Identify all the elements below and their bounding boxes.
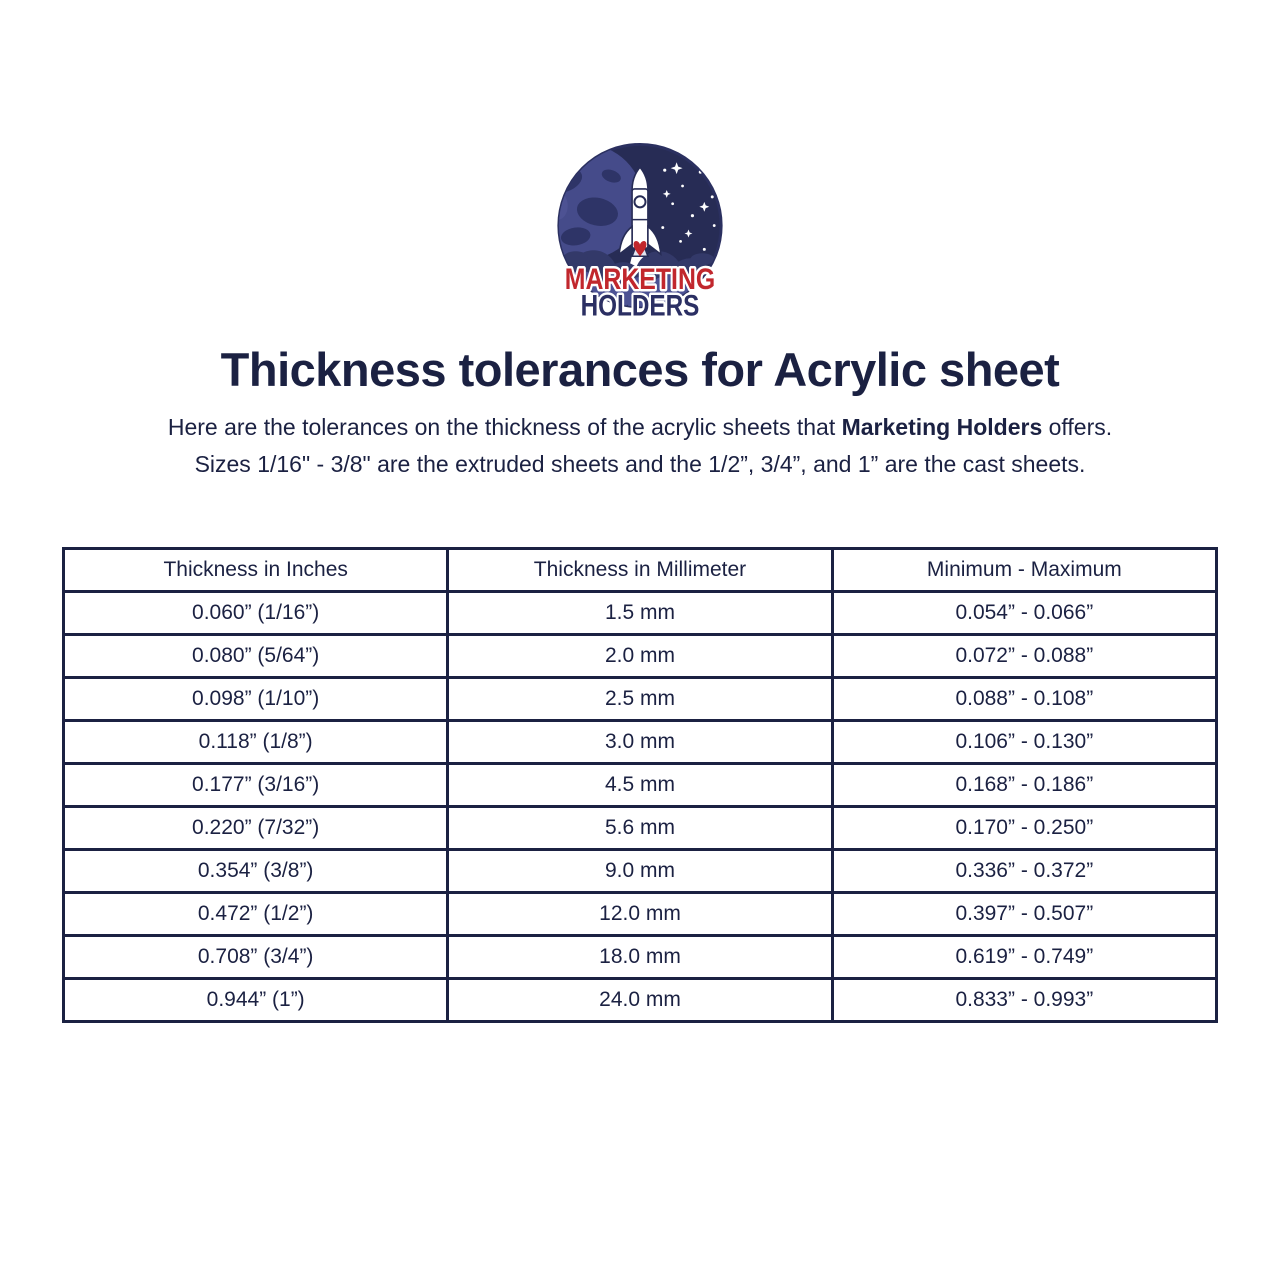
table-row: 0.098” (1/10”) 2.5 mm 0.088” - 0.108”	[61, 675, 1219, 722]
table-body: 0.060” (1/16”) 1.5 mm 0.054” - 0.066” 0.080…	[61, 589, 1219, 1023]
table-row: 0.220” (7/32”) 5.6 mm 0.170” - 0.250”	[61, 804, 1219, 851]
table-cell: 0.336” - 0.372”	[830, 847, 1219, 894]
brand-line-marketing: MARKETING	[565, 263, 715, 296]
intro-text: Here are the tolerances on the thickness…	[0, 409, 1280, 484]
table-row: 0.354” (3/8”) 9.0 mm 0.336” - 0.372”	[61, 847, 1219, 894]
table-cell: 0.944” (1”)	[61, 976, 450, 1023]
intro-line1-post: offers.	[1042, 414, 1113, 440]
brand-logo: MARKETING HOLDERS	[0, 0, 1280, 322]
stars	[661, 162, 716, 251]
table-cell: 0.833” - 0.993”	[830, 976, 1219, 1023]
table-header-row: Thickness in Inches Thickness in Millimet…	[61, 546, 1219, 593]
intro-line1-pre: Here are the tolerances on the thickness…	[167, 414, 842, 440]
table-cell: 0.054” - 0.066”	[830, 589, 1219, 636]
table-row: 0.708” (3/4”) 18.0 mm 0.619” - 0.749”	[61, 933, 1219, 980]
table-cell: 0.354” (3/8”)	[61, 847, 450, 894]
table-row: 0.177” (3/16”) 4.5 mm 0.168” - 0.186”	[61, 761, 1219, 808]
table-row: 0.060” (1/16”) 1.5 mm 0.054” - 0.066”	[61, 589, 1219, 636]
table-cell: 0.220” (7/32”)	[61, 804, 450, 851]
intro-brand-bold: Marketing Holders	[841, 414, 1043, 440]
table-cell: 0.060” (1/16”)	[61, 589, 450, 636]
table-cell: 1.5 mm	[446, 589, 834, 636]
tolerance-table: Thickness in Inches Thickness in Millimet…	[61, 546, 1219, 1023]
table-cell: 12.0 mm	[446, 890, 834, 937]
table-row: 0.472” (1/2”) 12.0 mm 0.397” - 0.507”	[61, 890, 1219, 937]
table-cell: 0.472” (1/2”)	[61, 890, 450, 937]
table-cell: 0.708” (3/4”)	[61, 933, 450, 980]
column-header: Thickness in Inches	[61, 546, 450, 593]
brand-line-holders: HOLDERS	[581, 290, 700, 322]
table-cell: 0.098” (1/10”)	[61, 675, 450, 722]
table-row: 0.118” (1/8”) 3.0 mm 0.106” - 0.130”	[61, 718, 1219, 765]
table-cell: 2.5 mm	[446, 675, 834, 722]
table-cell: 5.6 mm	[446, 804, 834, 851]
table-row: 0.944” (1”) 24.0 mm 0.833” - 0.993”	[61, 976, 1219, 1023]
table-cell: 24.0 mm	[446, 976, 834, 1023]
table-cell: 3.0 mm	[446, 718, 834, 765]
table-cell: 2.0 mm	[446, 632, 834, 679]
table-cell: 0.080” (5/64”)	[61, 632, 450, 679]
heart-emblem-icon	[633, 241, 647, 257]
table-cell: 0.088” - 0.108”	[830, 675, 1219, 722]
intro-line2: Sizes 1/16" - 3/8" are the extruded shee…	[194, 451, 1086, 478]
table-cell: 18.0 mm	[446, 933, 834, 980]
table-cell: 0.106” - 0.130”	[830, 718, 1219, 765]
rocket-icon	[618, 165, 662, 258]
table-cell: 4.5 mm	[446, 761, 834, 808]
column-header: Minimum - Maximum	[830, 546, 1219, 593]
table-cell: 0.170” - 0.250”	[830, 804, 1219, 851]
table-cell: 0.118” (1/8”)	[61, 718, 450, 765]
table-cell: 0.168” - 0.186”	[830, 761, 1219, 808]
table-row: 0.080” (5/64”) 2.0 mm 0.072” - 0.088”	[61, 632, 1219, 679]
page-title: Thickness tolerances for Acrylic sheet	[220, 343, 1060, 396]
column-header: Thickness in Millimeter	[446, 546, 834, 593]
table-cell: 9.0 mm	[446, 847, 834, 894]
table-cell: 0.397” - 0.507”	[830, 890, 1219, 937]
table-cell: 0.072” - 0.088”	[830, 632, 1219, 679]
table-cell: 0.619” - 0.749”	[830, 933, 1219, 980]
rocket-logo-graphic: MARKETING HOLDERS	[557, 142, 723, 322]
table-cell: 0.177” (3/16”)	[61, 761, 450, 808]
